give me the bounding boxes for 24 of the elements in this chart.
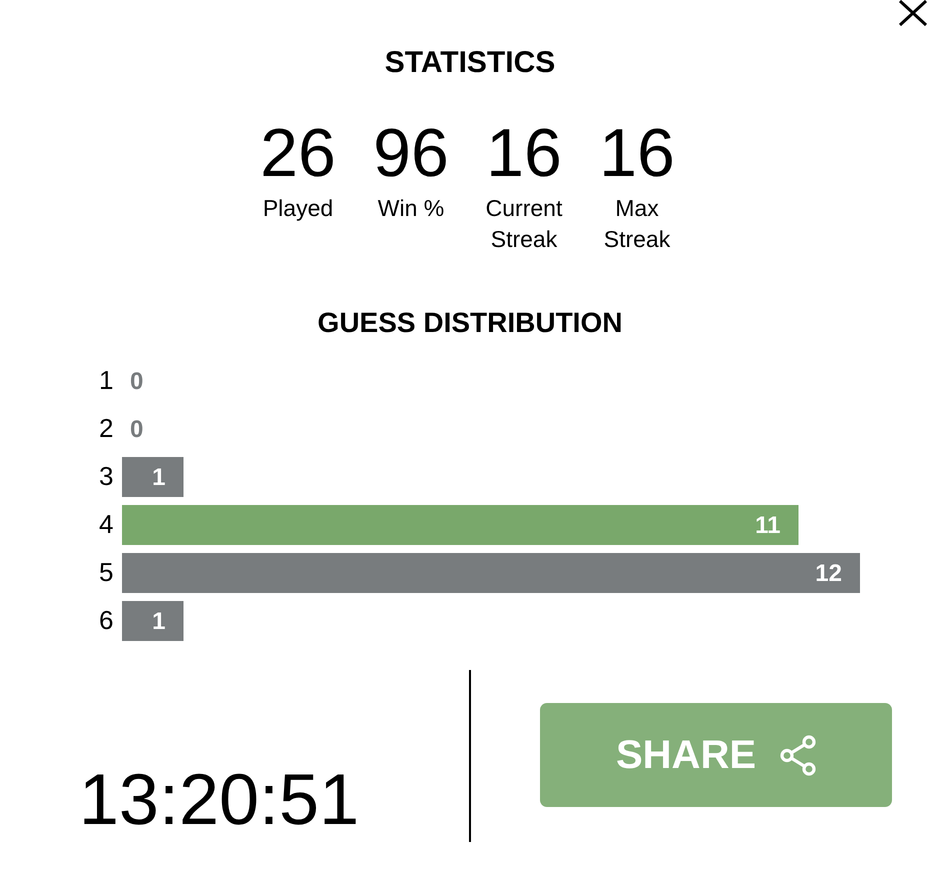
data-label: 11 [755, 512, 780, 539]
text: 26 [260, 115, 336, 191]
y-tick-label: 5 [99, 557, 114, 587]
text: Current Streak [486, 195, 562, 252]
text: 16 [599, 115, 675, 191]
chart-title: GUESS DISTRIBUTION [318, 307, 622, 338]
text: 13:20:51 [78, 760, 360, 840]
data-label: 0 [130, 416, 144, 443]
data-label: 1 [152, 608, 166, 635]
text: Played [262, 195, 334, 221]
data-label: 1 [152, 464, 166, 491]
text: Win % [378, 195, 444, 221]
text: 96 [373, 115, 449, 191]
data-label: 0 [130, 368, 144, 395]
data-label: 12 [815, 560, 842, 587]
y-tick-label: 3 [99, 461, 114, 491]
y-tick-label: 6 [99, 605, 114, 635]
text: Max Streak [604, 195, 670, 252]
y-tick-label: 1 [99, 365, 114, 395]
y-tick-label: 4 [99, 509, 114, 539]
text: 16 [486, 115, 562, 191]
text: STATISTICS [384, 46, 556, 79]
y-tick-label: 2 [99, 413, 114, 443]
share-button[interactable]: SHARE [540, 703, 892, 807]
